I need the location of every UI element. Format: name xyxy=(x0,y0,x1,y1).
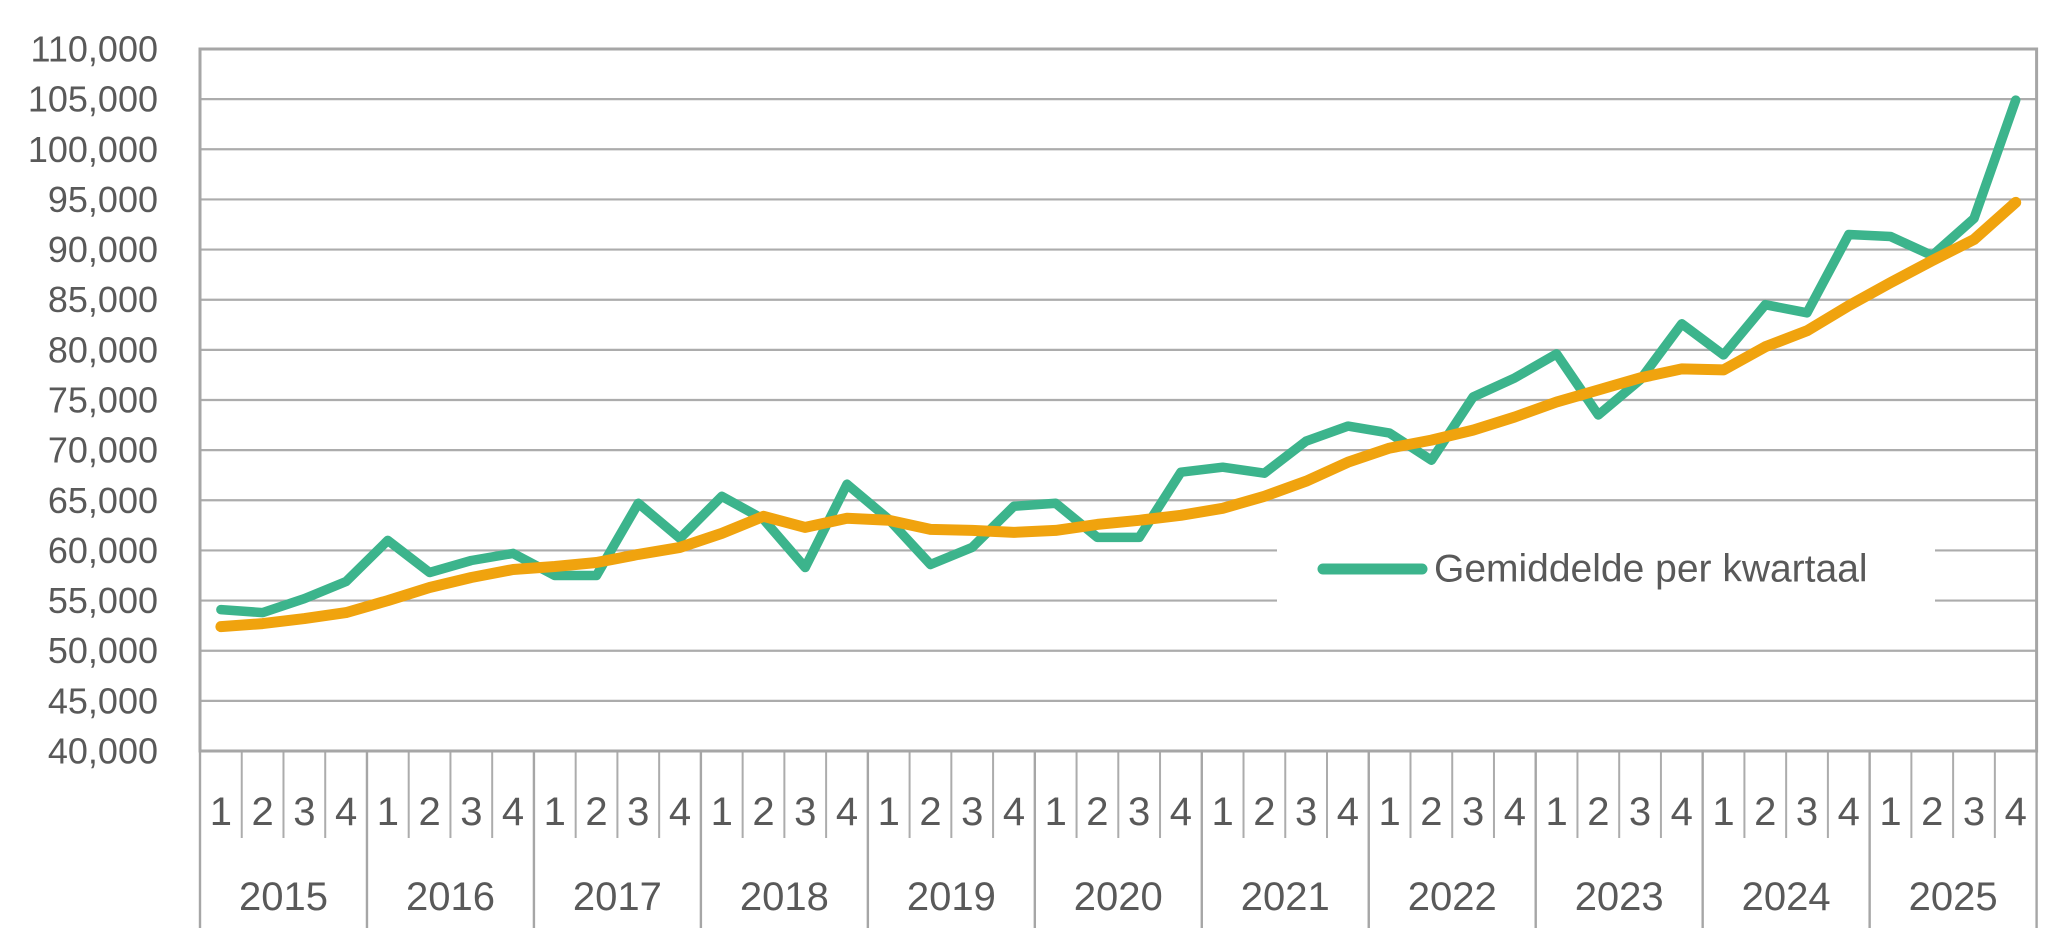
plot-border xyxy=(198,47,2039,753)
quarter-label: 2 xyxy=(1587,790,1609,834)
quarter-label: 4 xyxy=(1504,790,1526,834)
y-tick-label: 60,000 xyxy=(48,530,158,571)
y-tick-label: 85,000 xyxy=(48,279,158,320)
y-tick-label: 50,000 xyxy=(48,630,158,671)
quarter-label: 2 xyxy=(1420,790,1442,834)
quarter-label: 4 xyxy=(669,790,691,834)
y-tick-label: 95,000 xyxy=(48,179,158,220)
y-tick-label: 40,000 xyxy=(48,731,158,772)
quarter-label: 3 xyxy=(460,790,482,834)
quarter-label: 2 xyxy=(1086,790,1108,834)
quarter-label: 2 xyxy=(585,790,607,834)
y-tick-label: 90,000 xyxy=(48,229,158,270)
quarter-label: 4 xyxy=(1170,790,1192,834)
quarter-label: 2 xyxy=(919,790,941,834)
quarter-label: 3 xyxy=(293,790,315,834)
y-tick-label: 105,000 xyxy=(28,79,158,120)
quarter-label: 1 xyxy=(377,790,399,834)
quarter-label: 4 xyxy=(502,790,524,834)
series-line-unlabeled-trend xyxy=(215,196,2022,633)
quarter-label: 1 xyxy=(878,790,900,834)
quarter-label: 3 xyxy=(1462,790,1484,834)
quarter-label: 4 xyxy=(836,790,858,834)
y-tick-label: 75,000 xyxy=(48,380,158,421)
quarter-label: 2 xyxy=(1754,790,1776,834)
quarter-label: 2 xyxy=(251,790,273,834)
y-tick-label: 55,000 xyxy=(48,580,158,621)
quarter-label: 1 xyxy=(1212,790,1234,834)
y-axis-tick-labels: 40,000 45,000 50,000 55,000 60,000 65,000 70,0… xyxy=(28,29,158,772)
year-label: 2023 xyxy=(1575,875,1664,919)
quarter-label: 3 xyxy=(961,790,983,834)
year-label: 2018 xyxy=(740,875,829,919)
y-tick-label: 45,000 xyxy=(48,680,158,721)
y-tick-label: 110,000 xyxy=(31,29,158,70)
quarter-label: 3 xyxy=(1295,790,1317,834)
year-label: 2024 xyxy=(1742,875,1831,919)
quarter-label: 4 xyxy=(335,790,357,834)
year-label: 2022 xyxy=(1408,875,1497,919)
quarter-label: 3 xyxy=(627,790,649,834)
quarter-label: 3 xyxy=(1796,790,1818,834)
quarter-label: 4 xyxy=(1838,790,1860,834)
y-tick-label: 70,000 xyxy=(48,430,158,471)
y-tick-label: 100,000 xyxy=(28,129,158,170)
quarter-label: 2 xyxy=(1921,790,1943,834)
legend: Gemiddelde per kwartaal xyxy=(1277,526,1935,612)
quarter-label: 1 xyxy=(711,790,733,834)
quarter-label: 3 xyxy=(794,790,816,834)
year-label: 2025 xyxy=(1909,875,1998,919)
legend-label: Gemiddelde per kwartaal xyxy=(1434,548,1868,591)
year-label: 2016 xyxy=(406,875,495,919)
y-tick-label: 65,000 xyxy=(48,480,158,521)
quarter-label: 3 xyxy=(1128,790,1150,834)
quarter-label: 4 xyxy=(1003,790,1025,834)
year-label: 2021 xyxy=(1241,875,1330,919)
quarter-label: 4 xyxy=(2005,790,2027,834)
series-line-gemiddelde-per-kwartaal xyxy=(216,95,2021,618)
quarter-label: 4 xyxy=(1671,790,1693,834)
quarter-label: 4 xyxy=(1337,790,1359,834)
series-lines xyxy=(215,95,2022,633)
quarter-label: 1 xyxy=(1378,790,1400,834)
quarter-label: 2 xyxy=(1253,790,1275,834)
gridlines xyxy=(200,98,2037,702)
year-label: 2019 xyxy=(907,875,996,919)
quarter-label: 1 xyxy=(544,790,566,834)
quarter-label: 1 xyxy=(1712,790,1734,834)
quarter-label: 2 xyxy=(752,790,774,834)
quarter-label: 2 xyxy=(418,790,440,834)
year-label: 2017 xyxy=(573,875,662,919)
quarter-label: 1 xyxy=(1045,790,1067,834)
x-axis-tick-lines xyxy=(198,751,2038,928)
quarter-label: 1 xyxy=(1879,790,1901,834)
quarter-label: 1 xyxy=(1545,790,1567,834)
year-label: 2015 xyxy=(239,875,328,919)
y-tick-label: 80,000 xyxy=(48,329,158,370)
quarter-label: 1 xyxy=(210,790,232,834)
quarter-label: 3 xyxy=(1629,790,1651,834)
quarter-label: 3 xyxy=(1963,790,1985,834)
year-label: 2020 xyxy=(1074,875,1163,919)
